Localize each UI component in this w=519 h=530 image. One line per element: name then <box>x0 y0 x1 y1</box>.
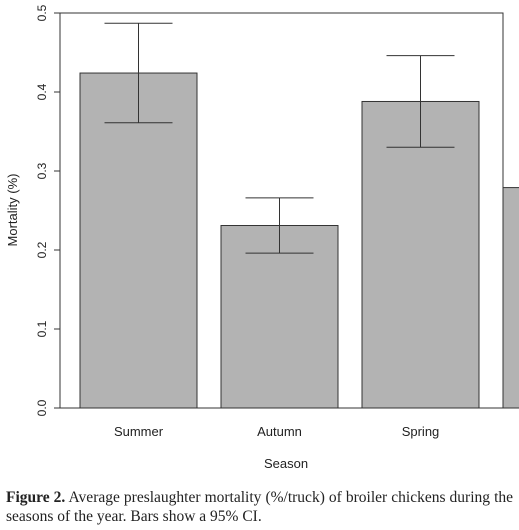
y-tick-label: 0.3 <box>35 162 49 179</box>
x-tick-label-summer: Summer <box>114 424 164 439</box>
figure-caption: Figure 2. Average preslaughter mortality… <box>0 488 519 526</box>
y-tick-label: 0.2 <box>35 241 49 258</box>
bar-chart: 0.00.10.20.30.40.5 SummerAutumnSpringWin… <box>5 4 519 471</box>
bars <box>79 72 519 409</box>
y-axis-title: Mortality (%) <box>5 174 20 247</box>
figure-label: Figure 2. <box>6 489 66 506</box>
x-axis-labels: SummerAutumnSpringWinter <box>114 424 440 439</box>
x-axis-title: Season <box>264 456 308 471</box>
caption-text: Average preslaughter mortality (%/truck)… <box>6 489 513 525</box>
y-tick-label: 0.0 <box>35 399 49 416</box>
x-tick-label-autumn: Autumn <box>257 424 302 439</box>
error-bars <box>104 22 455 254</box>
bar-winter <box>502 187 519 409</box>
y-tick-label: 0.5 <box>35 4 49 21</box>
x-tick-label-spring: Spring <box>402 424 440 439</box>
y-axis: 0.0 0.1 0.2 0.3 0.4 0.5 <box>35 4 60 416</box>
y-tick-label: 0.4 <box>35 83 49 100</box>
bar-autumn <box>220 225 339 409</box>
y-tick-label: 0.1 <box>35 320 49 337</box>
bar-spring <box>361 100 480 409</box>
